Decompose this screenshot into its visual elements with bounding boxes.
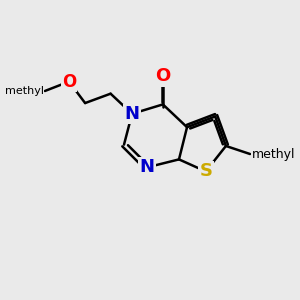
Text: S: S xyxy=(199,163,212,181)
Text: N: N xyxy=(124,105,140,123)
Text: O: O xyxy=(155,67,170,85)
Text: O: O xyxy=(62,73,76,91)
Text: methyl: methyl xyxy=(251,148,295,160)
Text: methyl: methyl xyxy=(4,86,44,96)
Text: N: N xyxy=(139,158,154,176)
